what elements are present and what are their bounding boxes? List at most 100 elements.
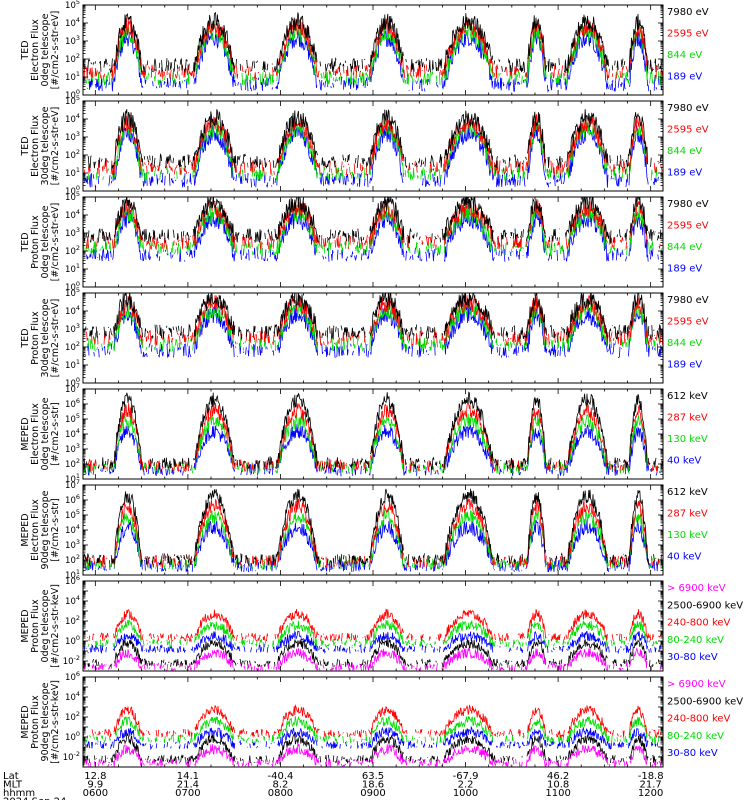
y-tick-label: 100 [65, 730, 80, 743]
panel-frame [82, 484, 664, 576]
y-title-line: [#/cm2-s-str-keV] [50, 584, 61, 668]
legend-entry: 130 keV [667, 434, 708, 445]
time-row-value: -18.8 [638, 771, 664, 782]
series-189-ev [86, 209, 663, 263]
legend-entry: 189 eV [667, 263, 702, 274]
legend-entry: 844 eV [667, 50, 702, 61]
panel-7: 10-2 100 102 104 106 MEPEDProton Flux0deg tel… [20, 574, 743, 672]
y-title-line: TED [20, 136, 31, 156]
panel-y-title: TEDProton Flux0deg telescope[#/cm2-s-str… [20, 203, 61, 282]
panel-6-traces [83, 489, 663, 572]
legend-entry: 287 keV [667, 412, 708, 423]
y-tick-label: 107 [65, 382, 80, 395]
y-tick-label: 101 [65, 70, 80, 83]
panel-y-title: MEPEDElectron Flux90deg telescope[#/cm2-… [20, 490, 61, 569]
y-tick-label: 104 [65, 594, 80, 607]
y-title-line: Electron Flux [30, 19, 41, 81]
legend-entry: 240-800 keV [667, 714, 731, 725]
time-row-value: 21.7 [640, 780, 662, 791]
y-tick-label: 105 [65, 508, 80, 521]
time-row-value: 46.2 [547, 771, 569, 782]
panel-8: 10-2 100 102 104 106 MEPEDProton Flux90deg te… [20, 670, 743, 768]
y-title-line: 0deg telescope [40, 13, 51, 86]
y-tick-label: 101 [65, 166, 80, 179]
time-row-value: 1200 [638, 788, 663, 799]
y-tick-label: 100 [65, 376, 80, 389]
date-label: 2024 Sep 24 [3, 797, 66, 800]
time-row-value: 2.2 [458, 780, 474, 791]
y-title-line: [#/cm2-s-str-eV] [50, 107, 61, 186]
panel-5: 101 102 103 104 105 106 107 MEPEDElectron Flux0… [20, 382, 708, 485]
legend-entry: 7980 eV [667, 199, 709, 210]
y-title-line: MEPED [20, 417, 31, 450]
y-tick-label: 103 [65, 322, 80, 335]
y-tick-label: 102 [65, 710, 80, 723]
time-row-value: -67.9 [453, 771, 479, 782]
y-title-line: Proton Flux [30, 215, 41, 269]
y-tick-label: 101 [65, 472, 80, 485]
legend-entry: 240-800 keV [667, 618, 731, 629]
panel-1: 100 101 102 103 104 105 TEDElectron Flux0deg t… [20, 0, 709, 101]
panel-6: 101 102 103 104 105 106 107 MEPEDElectron Flux9… [20, 478, 708, 581]
y-tick-label: 100 [65, 634, 80, 647]
y-tick-label: 104 [65, 427, 80, 440]
panel-7-traces [83, 608, 663, 671]
legend-entry: 612 keV [667, 487, 708, 498]
y-title-line: Proton Flux [30, 311, 41, 365]
y-tick-label: 102 [65, 244, 80, 257]
y-tick-label: 106 [65, 397, 80, 410]
panel-4-traces [83, 293, 663, 359]
legend-entry: 80-240 keV [667, 635, 724, 646]
legend-entry: 844 eV [667, 242, 702, 253]
y-title-line: [#/cm2-s-str-eV] [50, 203, 61, 282]
y-title-line: MEPED [20, 705, 31, 738]
y-tick-label: 101 [65, 262, 80, 275]
y-title-line: Electron Flux [30, 403, 41, 465]
y-title-line: 30deg telescope [40, 298, 51, 377]
time-row-value: 0700 [175, 788, 200, 799]
legend-entry: 844 eV [667, 338, 702, 349]
y-tick-label: 102 [65, 340, 80, 353]
y-title-line: TED [20, 232, 31, 252]
panel-8-traces [83, 705, 663, 767]
series--6900-kev [83, 647, 663, 671]
y-title-line: [#/cm2-s-str-keV] [50, 680, 61, 764]
y-title-line: Electron Flux [30, 115, 41, 177]
time-row-label: MLT [3, 780, 23, 791]
y-tick-label: 104 [65, 112, 80, 125]
y-title-line: [#/cm2-s-str-eV] [50, 11, 61, 90]
panel-y-title: TEDElectron Flux0deg telescope[#/cm2-s-s… [20, 11, 61, 90]
panel-y-title: MEPEDProton Flux90deg telescope[#/cm2-s-… [20, 680, 61, 764]
panel-3: 100 101 102 103 104 105 TEDProton Flux0deg tel… [20, 190, 709, 293]
y-title-line: 0deg telescope [40, 397, 51, 470]
y-title-line: MEPED [20, 609, 31, 642]
y-tick-label: 100 [65, 280, 80, 293]
series--6900-kev [83, 743, 663, 767]
y-tick-label: 103 [65, 130, 80, 143]
legend-entry: 30-80 keV [667, 748, 718, 759]
y-title-line: Proton Flux [30, 695, 41, 749]
y-tick-label: 102 [65, 457, 80, 470]
time-row-value: 10.8 [547, 780, 569, 791]
y-tick-label: 104 [65, 304, 80, 317]
panel-4: 100 101 102 103 104 105 TEDProton Flux30deg te… [20, 286, 709, 389]
panel-y-title: TEDProton Flux30deg telescope[#/cm2-s-st… [20, 298, 61, 377]
y-tick-label: 105 [65, 190, 80, 203]
legend-entry: 189 eV [667, 359, 702, 370]
panel-y-title: TEDElectron Flux30deg telescope[#/cm2-s-… [20, 106, 61, 185]
legend-entry: 2500-6900 keV [667, 600, 743, 611]
time-row-value: 0800 [268, 788, 293, 799]
y-tick-label: 102 [65, 148, 80, 161]
y-tick-label: 102 [65, 614, 80, 627]
panel-y-title: MEPEDProton Flux0deg telescope[#/cm2-s-s… [20, 584, 61, 668]
panel-1-traces [83, 11, 663, 93]
y-title-line: 0deg telescope [40, 205, 51, 278]
legend-entry: 2595 eV [667, 316, 709, 327]
legend-entry: 130 keV [667, 530, 708, 541]
time-row-value: 9.9 [87, 780, 103, 791]
legend-entry: 287 keV [667, 508, 708, 519]
series-240-800-kev [83, 608, 662, 642]
y-title-line: [#/cm2-s-str] [50, 402, 61, 465]
